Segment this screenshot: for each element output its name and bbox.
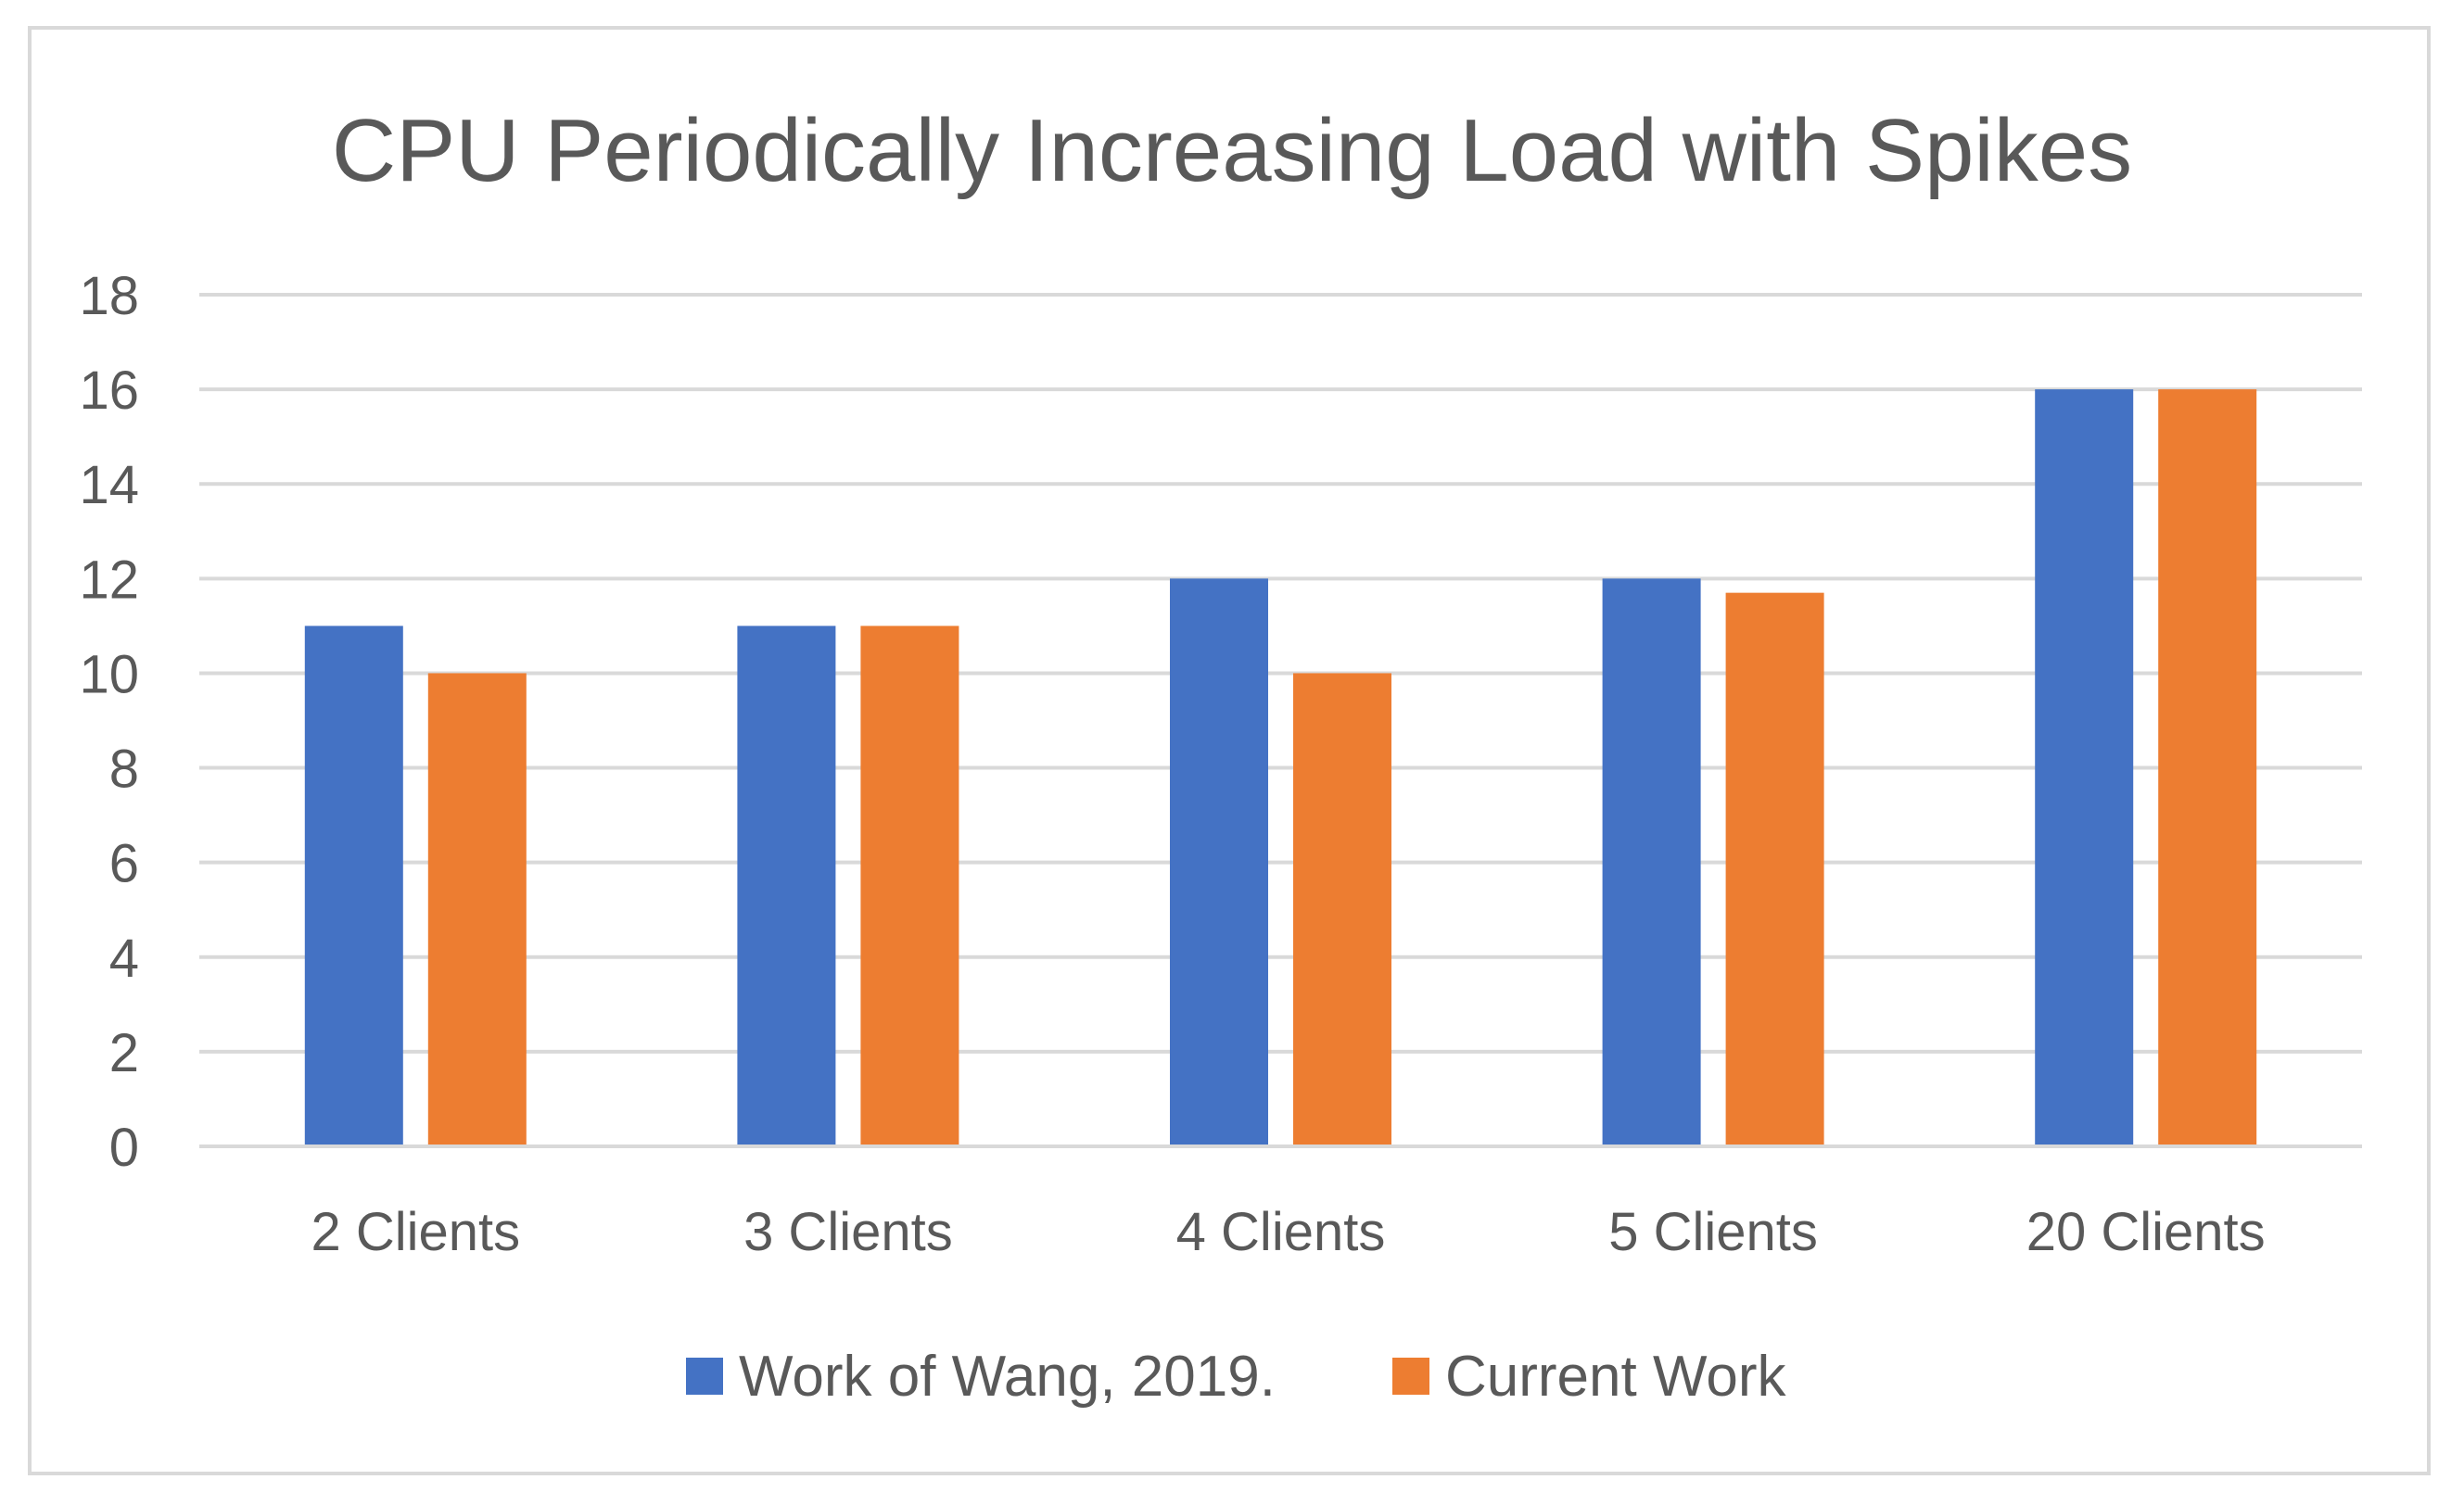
y-tick-label: 10: [79, 644, 139, 704]
legend-label: Work of Wang, 2019.: [739, 1345, 1276, 1409]
bar-wang-2019: [304, 626, 403, 1146]
y-tick-label: 6: [109, 834, 139, 894]
chart-title: CPU Periodically Increasing Load with Sp…: [332, 101, 2132, 200]
y-tick-label: 8: [109, 740, 139, 800]
y-tick-label: 0: [109, 1118, 139, 1178]
bar-current-work: [427, 673, 527, 1146]
legend: Work of Wang, 2019. Current Work: [686, 1345, 1786, 1409]
y-tick-label: 12: [79, 550, 139, 610]
bar-current-work: [1293, 673, 1391, 1146]
bar-wang-2019: [1170, 578, 1268, 1146]
bars: [304, 389, 2257, 1147]
y-tick-label: 18: [79, 266, 139, 326]
bar-current-work: [860, 626, 959, 1146]
x-axis-category-labels: 2 Clients 3 Clients 4 Clients 5 Clients 20 C…: [311, 1202, 2265, 1262]
bar-wang-2019: [1602, 578, 1701, 1146]
x-category-label: 20 Clients: [2026, 1202, 2266, 1262]
y-tick-label: 16: [79, 360, 139, 421]
x-category-label: 3 Clients: [743, 1202, 953, 1262]
legend-label: Current Work: [1445, 1345, 1786, 1409]
legend-swatch: [1392, 1358, 1429, 1395]
x-category-label: 5 Clients: [1608, 1202, 1818, 1262]
y-axis-tick-labels: 0 2 4 6 8 10 12 14 16 18: [79, 266, 139, 1178]
y-tick-label: 14: [79, 455, 139, 515]
bar-current-work: [2158, 389, 2257, 1147]
bar-current-work: [1725, 592, 1824, 1146]
bar-wang-2019: [737, 626, 836, 1146]
legend-swatch: [686, 1358, 723, 1395]
y-tick-label: 2: [109, 1023, 139, 1083]
y-tick-label: 4: [109, 929, 139, 989]
gridlines: [199, 293, 2362, 1054]
x-category-label: 4 Clients: [1176, 1202, 1386, 1262]
x-category-label: 2 Clients: [311, 1202, 520, 1262]
bar-wang-2019: [2035, 389, 2134, 1147]
